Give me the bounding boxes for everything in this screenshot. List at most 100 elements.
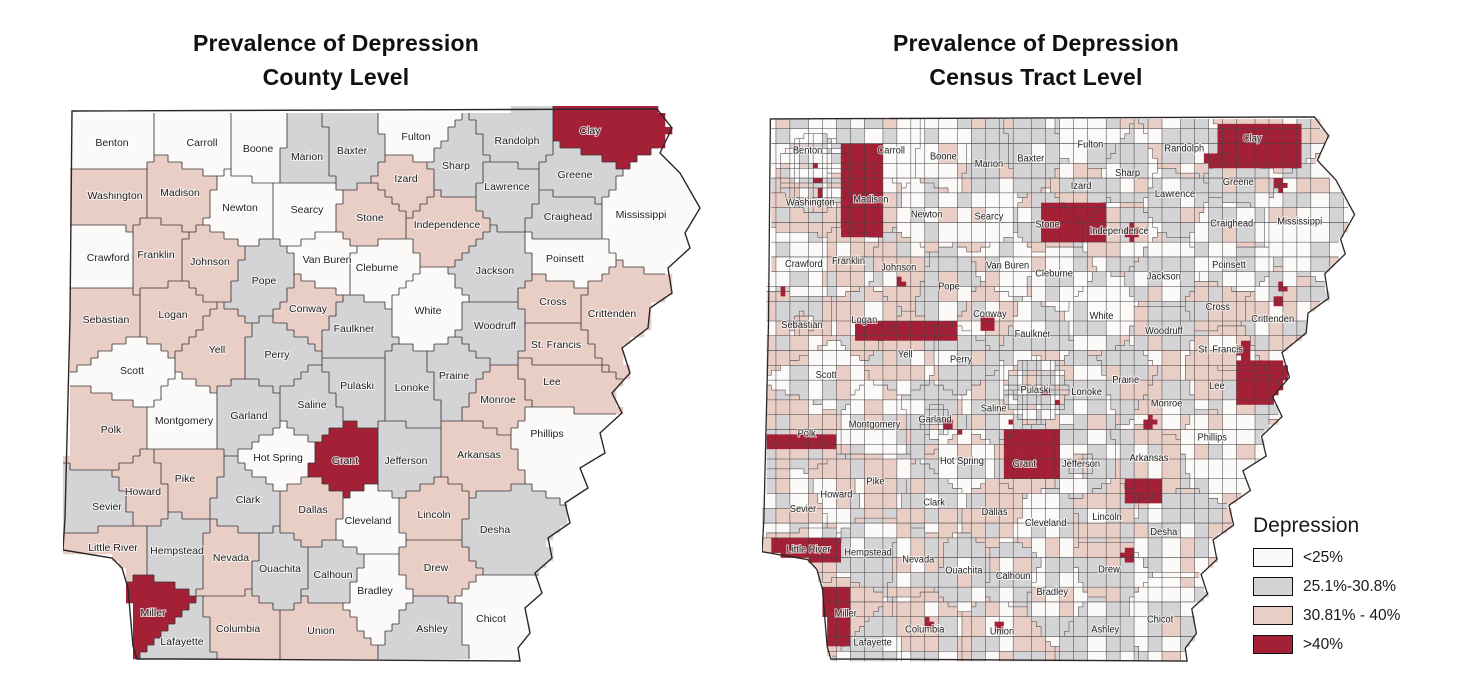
county-label: Van Buren [303, 254, 352, 266]
county-label: Phillips [530, 428, 563, 440]
county-label: Lonoke [395, 382, 430, 394]
county-label: White [1090, 311, 1114, 322]
county-label: Cross [539, 296, 566, 308]
county-label: Cross [1206, 302, 1230, 313]
county-label: Grant [1013, 459, 1037, 470]
county-label: Ashley [1091, 624, 1119, 635]
county-choropleth-map: Benton Carroll Boone Marion Baxter Fulton Rand… [62, 106, 708, 671]
county-label: St. Francis [531, 339, 581, 351]
legend-row: 25.1%-30.8% [1253, 577, 1453, 596]
county-label: Van Buren [986, 261, 1029, 272]
county-label: Howard [125, 486, 161, 498]
county-label: Desha [480, 524, 511, 536]
county-label: Nevada [902, 554, 935, 565]
county-map-title: Prevalence of Depression County Level [86, 26, 586, 94]
tract-map-svg: Benton Carroll Boone Marion Baxter Fulton Rand… [761, 116, 1356, 662]
county-label: Newton [222, 202, 258, 214]
county-label: Crawford [785, 259, 823, 270]
county-label: Yell [209, 344, 226, 356]
county-label: Cleveland [1025, 518, 1066, 529]
county-label: Jackson [1147, 271, 1181, 282]
county-label: Little River [787, 544, 832, 555]
county-label: Conway [289, 303, 328, 315]
county-label: Jackson [476, 265, 515, 277]
legend-row: >40% [1253, 635, 1453, 654]
county-label: Boone [243, 143, 274, 155]
county-label: Ashley [416, 623, 448, 635]
county-label: Madison [160, 187, 200, 199]
county-label: Lee [543, 376, 561, 388]
county-label: Polk [798, 428, 816, 439]
county-label: Mississippi [1277, 216, 1322, 227]
county-label: Clay [1243, 133, 1262, 144]
state-outline [761, 116, 1356, 662]
county-label: Nevada [213, 552, 249, 564]
legend-label-lt25: <25% [1303, 548, 1344, 566]
county-map-title-line1: Prevalence of Depression [192, 30, 480, 56]
tract-map-title-line2: Census Tract Level [929, 64, 1143, 90]
county-label: Woodruff [1145, 326, 1183, 337]
county-label: Pulaski [340, 380, 374, 392]
county-label: Prairie [439, 370, 470, 382]
legend-title: Depression [1253, 514, 1360, 537]
county-label: Randolph [495, 135, 540, 147]
county-labels: Benton Carroll Boone Marion Baxter Fulton Rand… [82, 124, 668, 649]
county-label: Johnson [190, 256, 230, 268]
county-label: Perry [950, 354, 972, 365]
county-label: Polk [101, 424, 122, 436]
county-label: Washington [786, 197, 835, 208]
county-label: Montgomery [849, 419, 901, 430]
county-label: Poinsett [546, 253, 584, 265]
county-label: Monroe [480, 394, 516, 406]
county-label: Boone [930, 151, 957, 162]
county-label: Benton [95, 137, 128, 149]
county-label: Garland [230, 410, 268, 422]
county-label: Garland [918, 414, 951, 425]
county-label: Lincoln [417, 509, 450, 521]
county-label: Madison [853, 194, 888, 205]
county-label: Lawrence [1155, 189, 1195, 200]
county-label: Johnson [881, 263, 916, 274]
legend-swatch-30-40-icon [1253, 606, 1293, 625]
county-label: Independence [1090, 226, 1149, 237]
county-label: Scott [120, 365, 144, 377]
county-label: Carroll [878, 145, 905, 156]
county-label: Greene [1223, 177, 1254, 188]
county-label: Chicot [476, 613, 506, 625]
county-label: Hempstead [844, 547, 892, 558]
county-label: Perry [264, 349, 290, 361]
county-label: Columbia [216, 623, 261, 635]
county-label: Franklin [137, 249, 175, 261]
county-label: Grant [332, 455, 358, 467]
county-label: Poinsett [1212, 260, 1246, 271]
county-label: Prairie [1112, 375, 1139, 386]
county-label: Sebastian [83, 314, 130, 326]
county-map-svg: Benton Carroll Boone Marion Baxter Fulton Rand… [62, 106, 701, 662]
tract-borders [762, 118, 1349, 662]
county-label: White [415, 305, 442, 317]
legend-label-25-30: 25.1%-30.8% [1303, 577, 1397, 595]
county-label: Drew [424, 562, 449, 574]
county-label: Calhoun [313, 569, 352, 581]
county-label: Stone [356, 212, 384, 224]
county-label: Stone [1035, 219, 1059, 230]
county-label: Sevier [790, 504, 817, 515]
county-label: Searcy [291, 204, 324, 216]
county-label: Lafayette [160, 636, 203, 648]
county-label: Jefferson [385, 455, 428, 467]
county-label: Union [307, 625, 335, 637]
county-label: Franklin [832, 256, 865, 267]
county-label: Faulkner [1015, 329, 1052, 340]
county-map-title-line2: County Level [262, 64, 410, 90]
county-label: Pope [938, 281, 960, 292]
legend: Depression <25% 25.1%-30.8% 30.81% - 40%… [1253, 514, 1453, 664]
county-label: Chicot [1147, 614, 1174, 625]
county-label: Baxter [337, 145, 368, 157]
county-label: Montgomery [155, 415, 214, 427]
county-label: Marion [291, 151, 323, 163]
county-label: Sharp [1115, 168, 1140, 179]
county-label: Ouachita [945, 565, 983, 576]
tract-map-title: Prevalence of Depression Census Tract Le… [786, 26, 1286, 94]
county-label: Carroll [187, 137, 218, 149]
